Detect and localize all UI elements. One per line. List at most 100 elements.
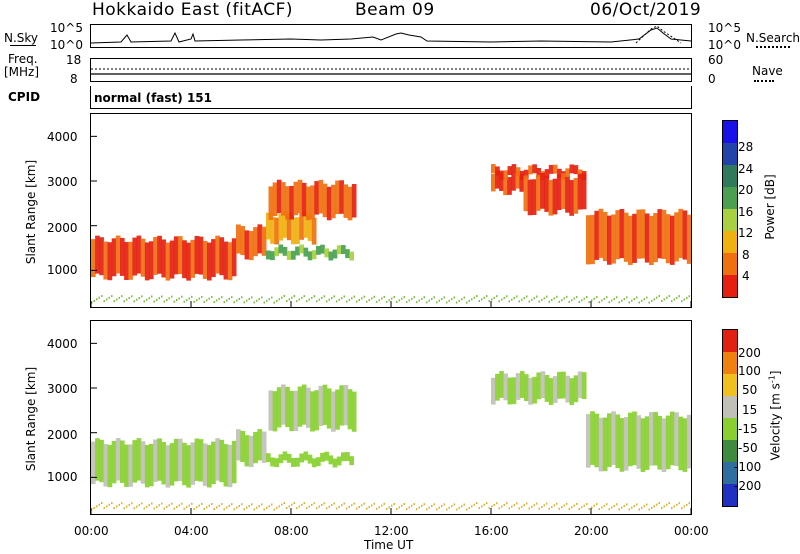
ground-scatter-cell [251, 296, 253, 299]
ground-scatter-cell [356, 507, 358, 510]
echo-cell [335, 389, 340, 430]
ground-scatter-cell [546, 502, 548, 505]
ground-scatter-cell [128, 296, 130, 299]
ground-scatter-cell [248, 505, 250, 508]
echo-cell [640, 209, 646, 259]
ground-scatter-cell [601, 506, 603, 509]
ground-scatter-cell [323, 502, 325, 505]
ground-scatter-cell [563, 504, 565, 507]
velocity-cbar-tick-m100: -100 [734, 460, 762, 474]
ground-scatter-cell [221, 296, 223, 299]
ground-scatter-cell [246, 506, 248, 509]
echo-cell [632, 213, 637, 263]
ground-scatter-cell [363, 502, 365, 505]
ground-scatter-cell [396, 301, 398, 304]
ground-scatter-cell [656, 296, 658, 299]
ground-scatter-cell [668, 295, 670, 298]
colorbar-segment [723, 165, 737, 187]
ground-scatter-cell [161, 295, 163, 298]
echo-cell [281, 182, 286, 216]
ground-scatter-cell [508, 507, 510, 510]
ground-scatter-cell [466, 301, 468, 304]
echo-cell [190, 442, 196, 485]
echo-cell [322, 183, 328, 218]
echo-cell [107, 242, 113, 281]
ground-scatter-cell [303, 295, 305, 298]
echo-cell [320, 244, 325, 254]
ground-scatter-cell [568, 507, 570, 510]
colorbar-segment [723, 462, 737, 484]
ground-scatter-cell [126, 298, 128, 301]
ground-scatter-cell [238, 504, 240, 507]
echo-cell [339, 385, 344, 426]
ground-scatter-cell [453, 296, 455, 299]
echo-cell [257, 224, 263, 254]
ground-scatter-cell [561, 299, 563, 302]
echo-cell [186, 445, 191, 488]
ground-scatter-cell [378, 299, 380, 302]
ground-scatter-cell [576, 502, 578, 505]
echo-cell [236, 224, 241, 254]
nave-dots [754, 80, 774, 82]
ground-scatter-cell [556, 502, 558, 505]
ground-scatter-cell [638, 301, 640, 304]
ground-scatter-cell [573, 504, 575, 507]
ground-scatter-cell [121, 295, 123, 298]
ground-scatter-cell [296, 300, 298, 303]
ground-scatter-cell [501, 505, 503, 508]
echo-cell [524, 169, 529, 179]
ground-scatter-cell [128, 503, 130, 506]
echo-cell [219, 237, 225, 276]
echo-cell [295, 457, 300, 467]
ground-scatter-cell [451, 298, 453, 301]
echo-cell [661, 209, 667, 259]
echo-cell [686, 414, 692, 469]
echo-cell [569, 378, 575, 405]
ground-scatter-cell [596, 503, 598, 506]
ground-scatter-cell [531, 505, 533, 508]
echo-cell [198, 439, 204, 482]
ground-scatter-cell [236, 506, 238, 509]
echo-cell [540, 173, 545, 209]
ground-scatter-cell [568, 300, 570, 303]
ground-scatter-cell [573, 297, 575, 300]
xtick-0800: 08:00 [274, 524, 309, 538]
ground-scatter-cell [351, 297, 353, 300]
ground-scatter-cell [433, 503, 435, 506]
ground-scatter-cell [676, 503, 678, 506]
ground-scatter-cell [593, 504, 595, 507]
ground-scatter-cell [321, 296, 323, 299]
velocity-plot [90, 342, 692, 514]
ground-scatter-cell [333, 502, 335, 505]
ground-scatter-cell [168, 297, 170, 300]
echo-cell [310, 391, 315, 432]
echo-cell [536, 167, 542, 177]
echo-cell [173, 236, 179, 275]
colorbar-segment [723, 143, 737, 165]
velocity-colorbar [722, 329, 738, 507]
power-cbar-tick-16: 16 [738, 205, 754, 219]
ground-scatter-cell [443, 296, 445, 299]
ground-scatter-cell [306, 300, 308, 303]
echo-cell [140, 238, 146, 277]
echo-cell [527, 179, 533, 216]
ground-scatter-cell [263, 301, 265, 304]
echo-cell [282, 451, 288, 461]
ground-scatter-cell [683, 505, 685, 508]
ground-scatter-cell [433, 296, 435, 299]
ground-scatter-cell [311, 503, 313, 506]
echo-cell [615, 414, 621, 469]
ground-scatter-cell [266, 506, 268, 509]
ground-scatter-cell [686, 296, 688, 299]
power-ylabel: Slant Range [km] [24, 159, 38, 265]
echo-cell [182, 240, 187, 279]
ground-scatter-cell [521, 505, 523, 508]
ground-scatter-cell [666, 296, 668, 299]
ground-scatter-cell [156, 298, 158, 301]
echo-cell [573, 375, 579, 403]
ground-scatter-cell [661, 507, 663, 510]
ground-scatter-cell [121, 502, 123, 505]
echo-cell [231, 238, 237, 277]
ground-scatter-cell [451, 505, 453, 508]
ground-scatter-cell [586, 296, 588, 299]
